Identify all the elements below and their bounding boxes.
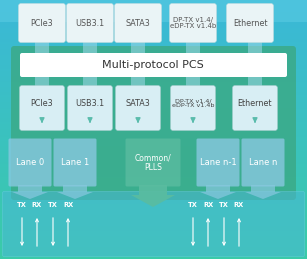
FancyBboxPatch shape (169, 4, 216, 42)
FancyBboxPatch shape (9, 139, 52, 186)
FancyBboxPatch shape (68, 85, 112, 131)
FancyBboxPatch shape (227, 4, 274, 42)
Text: Multi-protocol PCS: Multi-protocol PCS (102, 60, 204, 70)
FancyBboxPatch shape (196, 139, 239, 186)
FancyBboxPatch shape (20, 53, 287, 77)
Text: RX: RX (63, 202, 73, 208)
Text: TX: TX (219, 202, 229, 208)
Text: PCIe3: PCIe3 (31, 99, 53, 108)
FancyBboxPatch shape (53, 139, 96, 186)
Text: DP-TX v1.4/
eDP-TX v1.4b: DP-TX v1.4/ eDP-TX v1.4b (170, 17, 216, 29)
FancyBboxPatch shape (232, 85, 278, 131)
FancyBboxPatch shape (2, 191, 305, 256)
Text: TX: TX (48, 202, 58, 208)
Text: DP-TX v1.4/
eDP-TX v1.4b: DP-TX v1.4/ eDP-TX v1.4b (172, 98, 214, 109)
Text: Ethernet: Ethernet (233, 18, 267, 27)
Text: TX: TX (188, 202, 198, 208)
FancyBboxPatch shape (242, 139, 285, 186)
Text: RX: RX (32, 202, 42, 208)
Text: SATA3: SATA3 (126, 99, 150, 108)
Text: Lane 0: Lane 0 (16, 158, 44, 167)
Text: Common/
PLLS: Common/ PLLS (135, 153, 171, 172)
FancyBboxPatch shape (18, 4, 65, 42)
Polygon shape (245, 185, 281, 199)
Text: USB3.1: USB3.1 (76, 18, 105, 27)
Bar (0, 0, 307, 22)
Text: RX: RX (203, 202, 213, 208)
Text: RX: RX (234, 202, 244, 208)
Bar (131, 40, 145, 94)
Polygon shape (12, 185, 48, 199)
FancyBboxPatch shape (11, 46, 296, 200)
Polygon shape (200, 185, 236, 199)
Polygon shape (57, 185, 93, 199)
FancyBboxPatch shape (115, 85, 161, 131)
Bar (186, 40, 200, 94)
Text: SATA3: SATA3 (126, 18, 150, 27)
Text: PCIe3: PCIe3 (31, 18, 53, 27)
Bar (35, 40, 49, 94)
Text: Lane n: Lane n (249, 158, 277, 167)
FancyBboxPatch shape (20, 85, 64, 131)
Text: TX: TX (17, 202, 27, 208)
FancyBboxPatch shape (170, 85, 216, 131)
Bar (248, 40, 262, 94)
Bar (83, 40, 97, 94)
FancyBboxPatch shape (126, 139, 181, 186)
Text: Ethernet: Ethernet (238, 99, 272, 108)
FancyBboxPatch shape (67, 4, 114, 42)
Text: Lane 1: Lane 1 (61, 158, 89, 167)
Text: Lane n-1: Lane n-1 (200, 158, 236, 167)
Polygon shape (131, 185, 175, 207)
FancyBboxPatch shape (115, 4, 161, 42)
Text: USB3.1: USB3.1 (76, 99, 105, 108)
